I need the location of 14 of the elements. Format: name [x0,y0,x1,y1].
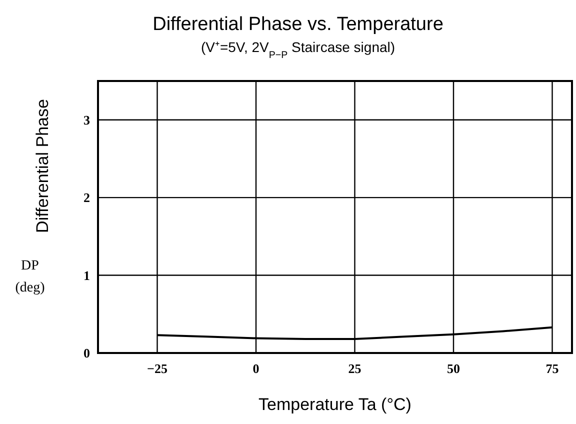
x-tick-label: −25 [147,361,168,376]
x-tick-label: 25 [348,361,362,376]
y-tick-label: 2 [84,190,90,206]
x-tick-label: 75 [546,361,560,376]
chart-subtitle: (V⁺=5V, 2V$_{P−P}$ Staircase signal) [200,39,396,60]
x-tick-label: 0 [252,361,260,376]
y-tick-label: 0 [84,346,90,361]
chart-title: Differential Phase vs. Temperature [152,14,444,35]
x-axis-title: Temperature Ta (°C) [258,395,412,414]
y-axis-title: Differential Phase [33,99,52,233]
y-tick-label: 3 [84,112,90,128]
x-tick-label: 50 [447,361,460,376]
y-tick-label: 1 [84,268,90,283]
text: DP (deg) [15,258,46,296]
